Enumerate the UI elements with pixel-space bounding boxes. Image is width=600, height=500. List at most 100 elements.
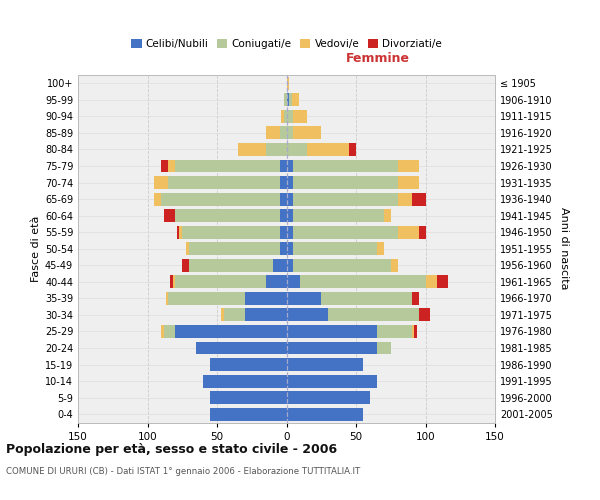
Bar [266,126,280,140]
Bar [169,176,280,189]
Bar [287,160,293,172]
Bar [293,160,398,172]
Bar [287,192,293,205]
Bar [164,209,175,222]
Bar [169,160,175,172]
Bar [377,242,384,255]
Bar [179,226,182,238]
Bar [238,143,266,156]
Bar [175,325,287,338]
Bar [189,242,280,255]
Bar [280,192,287,205]
Bar [415,325,417,338]
Bar [293,259,391,272]
Text: Femmine: Femmine [346,52,410,64]
Bar [164,325,175,338]
Bar [398,160,419,172]
Bar [287,408,363,420]
Bar [287,276,301,288]
Bar [173,276,175,288]
Bar [321,292,412,305]
Bar [210,358,287,371]
Bar [210,391,287,404]
Bar [287,342,377,354]
Bar [170,276,173,288]
Bar [384,209,391,222]
Bar [187,242,189,255]
Bar [196,342,287,354]
Bar [284,110,287,123]
Bar [280,209,287,222]
Bar [301,276,425,288]
Bar [221,308,224,322]
Bar [287,242,293,255]
Bar [287,110,293,123]
Bar [287,226,293,238]
Bar [287,77,289,90]
Bar [307,143,349,156]
Bar [377,342,391,354]
Bar [398,176,419,189]
Bar [287,374,377,388]
Bar [287,358,363,371]
Bar [280,176,287,189]
Bar [293,242,377,255]
Y-axis label: Fasce di età: Fasce di età [31,216,41,282]
Bar [189,259,272,272]
Bar [398,226,419,238]
Bar [245,308,287,322]
Text: COMUNE DI URURI (CB) - Dati ISTAT 1° gennaio 2006 - Elaborazione TUTTITALIA.IT: COMUNE DI URURI (CB) - Dati ISTAT 1° gen… [6,468,360,476]
Bar [287,143,307,156]
Bar [287,209,293,222]
Bar [175,209,280,222]
Bar [419,308,430,322]
Bar [281,110,284,123]
Bar [182,259,189,272]
Bar [161,192,280,205]
Bar [280,160,287,172]
Bar [154,192,161,205]
Bar [287,308,328,322]
Bar [349,143,356,156]
Bar [169,292,245,305]
Bar [161,325,164,338]
Legend: Celibi/Nubili, Coniugati/e, Vedovi/e, Divorziati/e: Celibi/Nubili, Coniugati/e, Vedovi/e, Di… [127,35,446,54]
Text: Popolazione per età, sesso e stato civile - 2006: Popolazione per età, sesso e stato civil… [6,442,337,456]
Bar [287,94,289,106]
Bar [182,226,280,238]
Bar [175,276,266,288]
Bar [293,176,398,189]
Bar [412,325,415,338]
Bar [272,259,287,272]
Bar [203,374,287,388]
Bar [280,226,287,238]
Bar [391,259,398,272]
Bar [419,226,425,238]
Bar [293,110,307,123]
Bar [280,242,287,255]
Bar [166,292,169,305]
Bar [377,325,412,338]
Bar [280,126,287,140]
Bar [175,160,280,172]
Bar [293,209,384,222]
Bar [293,126,321,140]
Bar [245,292,287,305]
Bar [284,94,287,106]
Bar [292,94,299,106]
Bar [176,226,179,238]
Bar [287,259,293,272]
Bar [266,143,287,156]
Bar [437,276,448,288]
Bar [425,276,437,288]
Bar [293,226,398,238]
Bar [287,126,293,140]
Bar [287,176,293,189]
Bar [266,276,287,288]
Bar [154,176,169,189]
Bar [289,94,292,106]
Bar [287,292,321,305]
Bar [412,292,419,305]
Bar [287,325,377,338]
Y-axis label: Anni di nascita: Anni di nascita [559,208,569,290]
